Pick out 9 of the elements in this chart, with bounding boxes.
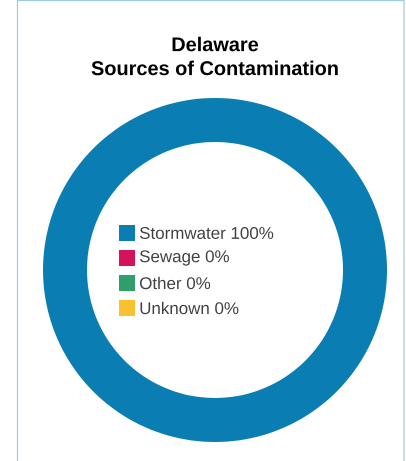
legend-label: Stormwater bbox=[140, 226, 226, 239]
text: 0% bbox=[186, 277, 210, 290]
legend-label: Unknown bbox=[140, 302, 209, 314]
chart-title: Delaware Sources of Contamination bbox=[92, 36, 338, 76]
legend-label: Other bbox=[140, 276, 182, 290]
text: 0% bbox=[215, 302, 238, 314]
data-label: 100% bbox=[232, 226, 274, 239]
text: 0% bbox=[206, 250, 229, 262]
legend-label: Sewage bbox=[140, 250, 200, 266]
